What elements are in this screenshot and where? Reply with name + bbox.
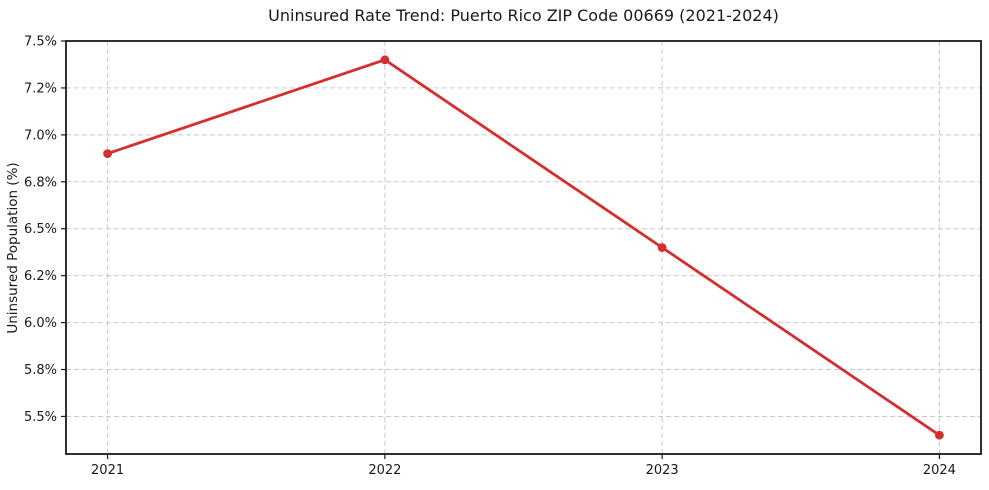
data-point-marker: [380, 55, 390, 65]
axes-spines: [65, 40, 982, 455]
y-tick-label: 6.5%: [24, 222, 57, 237]
x-tick-label: 2024: [923, 463, 956, 478]
y-tick-label: 7.0%: [24, 128, 57, 143]
y-tick-label: 7.5%: [24, 35, 57, 50]
data-point-marker: [103, 149, 112, 159]
chart-title: Uninsured Rate Trend: Puerto Rico ZIP Co…: [268, 6, 779, 25]
y-tick-label: 6.0%: [24, 316, 57, 331]
y-tick-label: 5.8%: [24, 363, 57, 378]
y-axis-label: Uninsured Population (%): [5, 162, 21, 334]
y-tick-label: 7.2%: [24, 81, 57, 96]
data-line: [106, 58, 941, 437]
data-point-marker: [935, 430, 944, 440]
x-tick-label: 2023: [646, 463, 679, 478]
y-tick-label: 6.8%: [24, 175, 57, 190]
data-point-marker: [657, 243, 667, 252]
y-tick-label: 5.5%: [24, 410, 57, 425]
y-tick-label: 6.2%: [24, 269, 57, 284]
x-tick-label: 2022: [368, 463, 401, 478]
x-tick-label: 2021: [91, 463, 124, 478]
